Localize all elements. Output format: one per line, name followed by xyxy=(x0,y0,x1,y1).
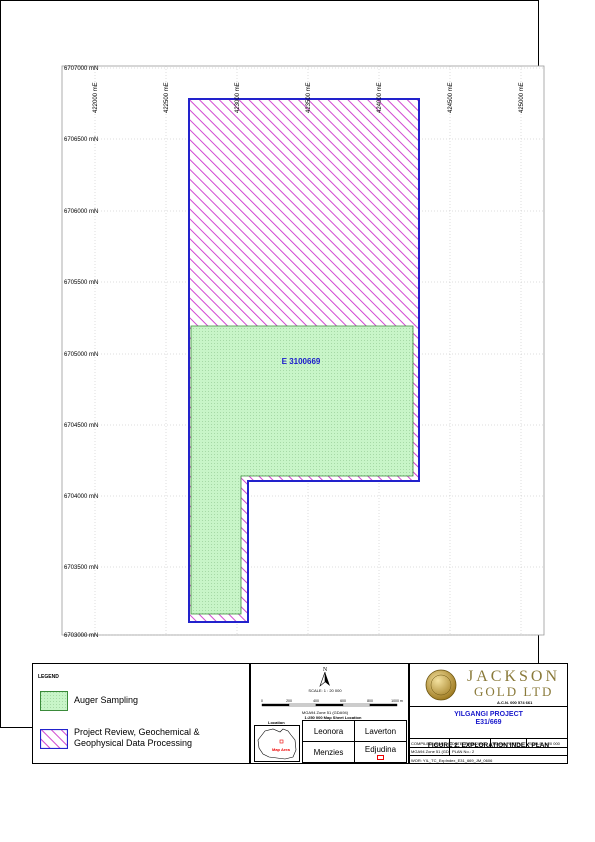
project-name: YILGANGI PROJECT xyxy=(454,711,523,718)
title-info-grid: COMPILED: JDM DATE: 16/08/2006 LOCN: PER… xyxy=(409,738,568,764)
scale-bar-label: 800 xyxy=(367,699,373,703)
north-arrow-icon: N xyxy=(319,667,330,687)
location-inset-map: Map Area xyxy=(254,725,300,762)
legend-panel: LEGEND xyxy=(32,663,250,764)
map-sheet-title: 1:250 000 Map Sheet Location xyxy=(304,715,362,720)
easting-label: 422000 mE xyxy=(93,82,99,113)
svg-text:N: N xyxy=(323,667,328,673)
info-work-file: WOR: YIL_TC_ExpIndex_E31_669_JM_0606 xyxy=(411,757,493,763)
northing-label: 6706000 mN xyxy=(64,209,98,215)
scale-bar-label: 200 xyxy=(286,699,292,703)
northing-label: 6707000 mN xyxy=(64,66,98,72)
scale-bar: 0 200 400 600 800 1000 m xyxy=(261,699,403,707)
zone-text: MGA94 Zone 51 (GDA94) xyxy=(301,710,349,715)
northing-label: 6703000 mN xyxy=(64,633,98,639)
northing-label: 6704500 mN xyxy=(64,423,98,429)
scale-text: SCALE: 1 : 20 000 xyxy=(308,688,342,693)
sheet-edjudina-label: Edjudina xyxy=(364,744,397,754)
sheet-leonora: Leonora xyxy=(302,720,355,742)
sheet-laverton: Laverton xyxy=(354,720,407,742)
legend-item-project-review: Project Review, Geochemical & Geophysica… xyxy=(74,727,200,748)
northing-label: 6706500 mN xyxy=(64,137,98,143)
location-title: Location xyxy=(268,720,285,725)
easting-label: 423000 mE xyxy=(235,82,241,113)
northing-label: 6705000 mN xyxy=(64,352,98,358)
scale-bar-segment xyxy=(315,703,344,707)
tenement-boundary xyxy=(188,98,420,623)
scale-bar-segment xyxy=(342,703,371,707)
scale-bar-label: 400 xyxy=(313,699,319,703)
info-date: DATE: 16/08/2006 xyxy=(450,739,491,747)
easting-label: 425000 mE xyxy=(519,82,525,113)
northing-label: 6703500 mN xyxy=(64,565,98,571)
easting-label: 423500 mE xyxy=(306,82,312,113)
auger-sampling-area xyxy=(190,325,414,615)
info-datum: MGA94 Zone 51 (GDA94) xyxy=(411,748,450,755)
info-scale: SCALE: 1:20 000 xyxy=(529,740,560,746)
info-location: LOCN: PERTH xyxy=(491,739,527,747)
scale-bar-label: 1000 m xyxy=(391,699,403,703)
company-name-line1: JACKSON xyxy=(467,668,561,685)
tenement-number: E31/669 xyxy=(475,719,502,726)
legend-item-auger: Auger Sampling xyxy=(74,695,139,705)
scale-bar-segment xyxy=(288,703,317,707)
easting-label: 424500 mE xyxy=(448,82,454,113)
project-review-hatch-swatch xyxy=(40,729,68,749)
scale-bar-segment xyxy=(369,703,398,707)
map-area-label: Map Area xyxy=(272,747,290,752)
info-plan-no: PLAN No.: 2 xyxy=(452,749,475,754)
figure-title: FIGURE 2. EXPLORATION INDEX PLAN xyxy=(427,742,550,749)
easting-label: 424000 mE xyxy=(377,82,383,113)
sheet-edjudina: Edjudina xyxy=(354,741,407,763)
company-name-line2: GOLD LTD xyxy=(474,684,554,699)
northing-label: 6704000 mN xyxy=(64,494,98,500)
scale-bar-label: 0 xyxy=(261,699,263,703)
scale-bar-segment xyxy=(261,703,290,707)
scale-bar-label: 600 xyxy=(340,699,346,703)
company-logo-icon xyxy=(425,669,457,701)
easting-label: 422500 mE xyxy=(164,82,170,113)
tenement-label: E 3100669 xyxy=(282,357,321,366)
auger-sampling-swatch xyxy=(40,691,68,711)
northing-label: 6705500 mN xyxy=(64,280,98,286)
sheet-menzies: Menzies xyxy=(302,741,355,763)
legend-title: LEGEND xyxy=(38,674,59,680)
project-location-marker xyxy=(377,754,384,760)
company-acn: A.C.N. 000 574 661 xyxy=(497,700,533,705)
scale-location-panel xyxy=(250,663,409,764)
info-compiled: COMPILED: JDM xyxy=(409,739,450,747)
